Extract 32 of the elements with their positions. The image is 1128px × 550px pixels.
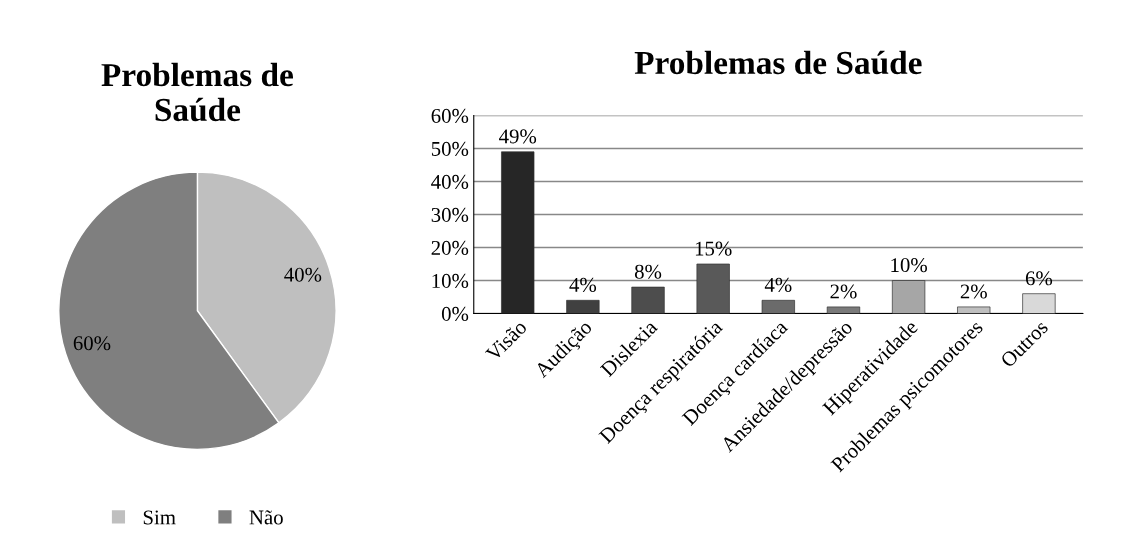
- y-tick-label: 10%: [432, 273, 469, 288]
- bar: [1022, 293, 1056, 314]
- data-label: 10%: [891, 258, 927, 273]
- y-tick-label: 60%: [431, 108, 469, 123]
- data-label: 4%: [764, 277, 792, 292]
- bar: [696, 263, 730, 314]
- y-tick-label: 20%: [431, 240, 469, 255]
- data-label: 2%: [830, 284, 857, 299]
- data-label: 40%: [284, 267, 322, 282]
- data-label: 8%: [634, 264, 662, 279]
- bar: [826, 306, 861, 314]
- x-tick-label: Visão: [484, 319, 528, 363]
- y-tick-label: 0%: [441, 306, 469, 321]
- data-label: 4%: [569, 277, 597, 292]
- bar: [631, 286, 665, 314]
- data-label: 60%: [73, 336, 111, 351]
- data-label: 15%: [695, 241, 732, 256]
- bar: [891, 280, 926, 314]
- bar: [957, 306, 991, 314]
- y-tick-label: 40%: [431, 174, 469, 189]
- legend-label: Sim: [143, 510, 176, 525]
- chart-title: Problemas de Saúde: [634, 50, 922, 75]
- y-tick-label: 50%: [431, 141, 469, 156]
- bar: [566, 299, 600, 314]
- y-tick-label: 30%: [431, 207, 469, 222]
- chart-title: Problemas de Saúde: [101, 62, 293, 122]
- data-label: 49%: [499, 129, 537, 144]
- legend-label: Não: [249, 510, 283, 525]
- data-label: 6%: [1025, 271, 1053, 286]
- data-label: 2%: [960, 284, 987, 299]
- bar: [501, 151, 535, 314]
- bar: [761, 299, 795, 314]
